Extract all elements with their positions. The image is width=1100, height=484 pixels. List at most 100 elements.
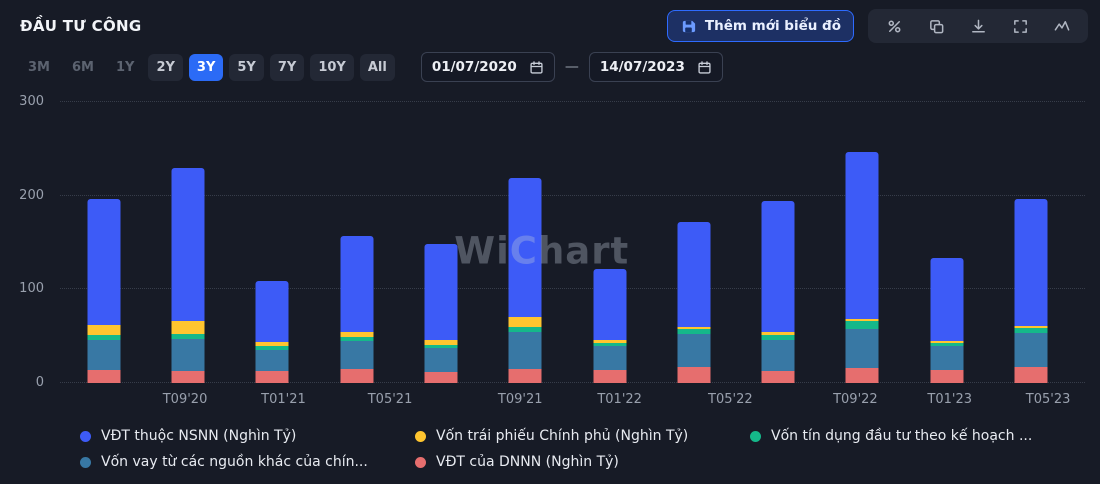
bar-5-segment-trai-phieu-cp	[424, 339, 458, 345]
bar-2-segment-vdt-nsnn	[171, 167, 205, 322]
range-button-10y[interactable]: 10Y	[310, 53, 354, 81]
bar-5[interactable]	[424, 102, 458, 383]
legend-label-von-vay-khac: Vốn vay từ các nguồn khác của chín...	[101, 454, 368, 470]
legend-item-vdt-dnnn[interactable]: VĐT của DNNN (Nghìn Tỷ)	[415, 454, 750, 470]
legend-item-von-vay-khac[interactable]: Vốn vay từ các nguồn khác của chín...	[80, 454, 415, 470]
bar-9[interactable]	[761, 102, 795, 383]
date-range: 01/07/2020 — 14/07/2023	[420, 52, 723, 82]
bar-7-segment-vdt-nsnn	[593, 268, 627, 340]
page-title: ĐẦU TƯ CÔNG	[20, 17, 142, 35]
bar-11[interactable]	[930, 102, 964, 383]
bar-2-segment-trai-phieu-cp	[171, 321, 205, 335]
legend-dot-von-vay-khac	[80, 456, 91, 468]
gridline-300	[60, 101, 1085, 102]
legend-dot-vdt-nsnn	[80, 430, 91, 442]
date-from-input[interactable]: 01/07/2020	[420, 52, 555, 82]
plot-area: WiChart T09'20 T01'21 T05'21 T09'21 T01'22 T0…	[60, 101, 1085, 407]
bar-3-segment-vdt-nsnn	[255, 280, 289, 342]
bar-2[interactable]	[171, 102, 205, 383]
bar-2-segment-vdt-dnnn	[171, 370, 205, 383]
bar-11-segment-vdt-dnnn	[930, 369, 964, 383]
bar-6-segment-von-tin-dung	[508, 326, 542, 332]
bar-4[interactable]	[340, 102, 374, 383]
gridline-100	[60, 288, 1085, 290]
sparkline-icon[interactable]	[1044, 12, 1080, 40]
bar-12-segment-trai-phieu-cp	[1014, 325, 1048, 328]
bar-7[interactable]	[593, 102, 627, 383]
copy-icon[interactable]	[918, 12, 954, 40]
percent-icon[interactable]	[876, 12, 912, 40]
bar-11-segment-trai-phieu-cp	[930, 340, 964, 343]
date-to-value: 14/07/2023	[599, 59, 685, 75]
bar-4-segment-vdt-dnnn	[340, 368, 374, 383]
bar-5-segment-vdt-nsnn	[424, 244, 458, 340]
bar-9-segment-vdt-nsnn	[761, 201, 795, 332]
bar-6-segment-vdt-nsnn	[508, 177, 542, 318]
date-to-input[interactable]: 14/07/2023	[588, 52, 723, 82]
bar-1-segment-von-tin-dung	[87, 335, 121, 340]
range-button-6m[interactable]: 6M	[64, 54, 102, 81]
gridline-200	[60, 194, 1085, 196]
legend: VĐT thuộc NSNN (Nghìn Tỷ) Vốn trái phiếu …	[0, 428, 1100, 470]
bar-5-segment-von-tin-dung	[424, 344, 458, 349]
x-tick-label-4: T09'21	[497, 392, 543, 407]
legend-label-vdt-nsnn: VĐT thuộc NSNN (Nghìn Tỷ)	[101, 428, 297, 444]
bar-2-segment-von-tin-dung	[171, 334, 205, 339]
toolbar: 3M 6M 1Y 2Y 3Y 5Y 7Y 10Y All 01/07/2020 — 14/07/…	[0, 44, 1100, 82]
bar-3-segment-von-tin-dung	[255, 345, 289, 351]
x-tick-label-3: T05'21	[367, 392, 413, 407]
bar-3[interactable]	[255, 102, 289, 383]
y-axis-labels: 300 200 100 0	[0, 94, 48, 390]
bar-8[interactable]	[677, 102, 711, 383]
bar-10-segment-von-vay-khac	[845, 328, 879, 369]
bar-1[interactable]	[87, 102, 121, 383]
bar-5-segment-vdt-dnnn	[424, 371, 458, 383]
range-buttons: 3M 6M 1Y 2Y 3Y 5Y 7Y 10Y All	[20, 53, 395, 81]
bar-11-segment-von-vay-khac	[930, 346, 964, 370]
y-tick-label-0: 0	[35, 375, 44, 390]
range-button-5y[interactable]: 5Y	[229, 53, 264, 81]
range-button-3y[interactable]: 3Y	[188, 53, 224, 81]
bar-1-segment-trai-phieu-cp	[87, 324, 121, 336]
legend-item-von-tin-dung[interactable]: Vốn tín dụng đầu tư theo kế hoạch ...	[750, 428, 1100, 444]
bar-8-segment-vdt-dnnn	[677, 367, 711, 383]
calendar-icon	[697, 60, 712, 75]
x-tick-label-8: T01'23	[927, 392, 972, 407]
y-tick-label-200: 200	[19, 187, 44, 203]
bar-7-segment-vdt-dnnn	[593, 369, 627, 383]
bar-6-segment-vdt-dnnn	[508, 368, 542, 383]
bar-6[interactable]	[508, 102, 542, 383]
bar-1-segment-von-vay-khac	[87, 339, 121, 370]
bar-9-segment-von-tin-dung	[761, 335, 795, 340]
bar-1-segment-vdt-dnnn	[87, 369, 121, 383]
date-separator: —	[564, 59, 579, 75]
bar-9-segment-trai-phieu-cp	[761, 331, 795, 336]
add-chart-label: Thêm mới biểu đồ	[704, 18, 841, 34]
bar-3-segment-trai-phieu-cp	[255, 341, 289, 346]
bar-12-segment-vdt-dnnn	[1014, 367, 1048, 383]
bar-8-segment-vdt-nsnn	[677, 221, 711, 327]
bar-4-segment-vdt-nsnn	[340, 235, 374, 332]
range-button-2y[interactable]: 2Y	[148, 53, 183, 81]
add-chart-button[interactable]: Thêm mới biểu đồ	[666, 10, 854, 42]
bar-12[interactable]	[1014, 102, 1048, 383]
bar-4-segment-von-vay-khac	[340, 340, 374, 369]
bar-1-segment-vdt-nsnn	[87, 199, 121, 325]
legend-item-trai-phieu-cp[interactable]: Vốn trái phiếu Chính phủ (Nghìn Tỷ)	[415, 428, 750, 444]
range-button-7y[interactable]: 7Y	[269, 53, 305, 81]
bar-7-segment-trai-phieu-cp	[593, 339, 627, 343]
range-button-3m[interactable]: 3M	[20, 54, 58, 81]
fullscreen-icon[interactable]	[1002, 12, 1038, 40]
bar-10-segment-vdt-dnnn	[845, 368, 879, 383]
bar-10-segment-vdt-nsnn	[845, 151, 879, 320]
gridline-0	[60, 382, 1085, 383]
range-button-all[interactable]: All	[359, 53, 395, 81]
chart-section: 300 200 100 0 WiChart T09'20 T01'21 T05'21 T09…	[0, 84, 1100, 412]
download-icon[interactable]	[960, 12, 996, 40]
bar-10[interactable]	[845, 102, 879, 383]
bar-12-segment-von-vay-khac	[1014, 333, 1048, 368]
bar-7-segment-von-vay-khac	[593, 346, 627, 370]
range-button-1y[interactable]: 1Y	[108, 54, 142, 81]
legend-item-vdt-nsnn[interactable]: VĐT thuộc NSNN (Nghìn Tỷ)	[80, 428, 415, 444]
legend-label-von-tin-dung: Vốn tín dụng đầu tư theo kế hoạch ...	[771, 428, 1033, 444]
